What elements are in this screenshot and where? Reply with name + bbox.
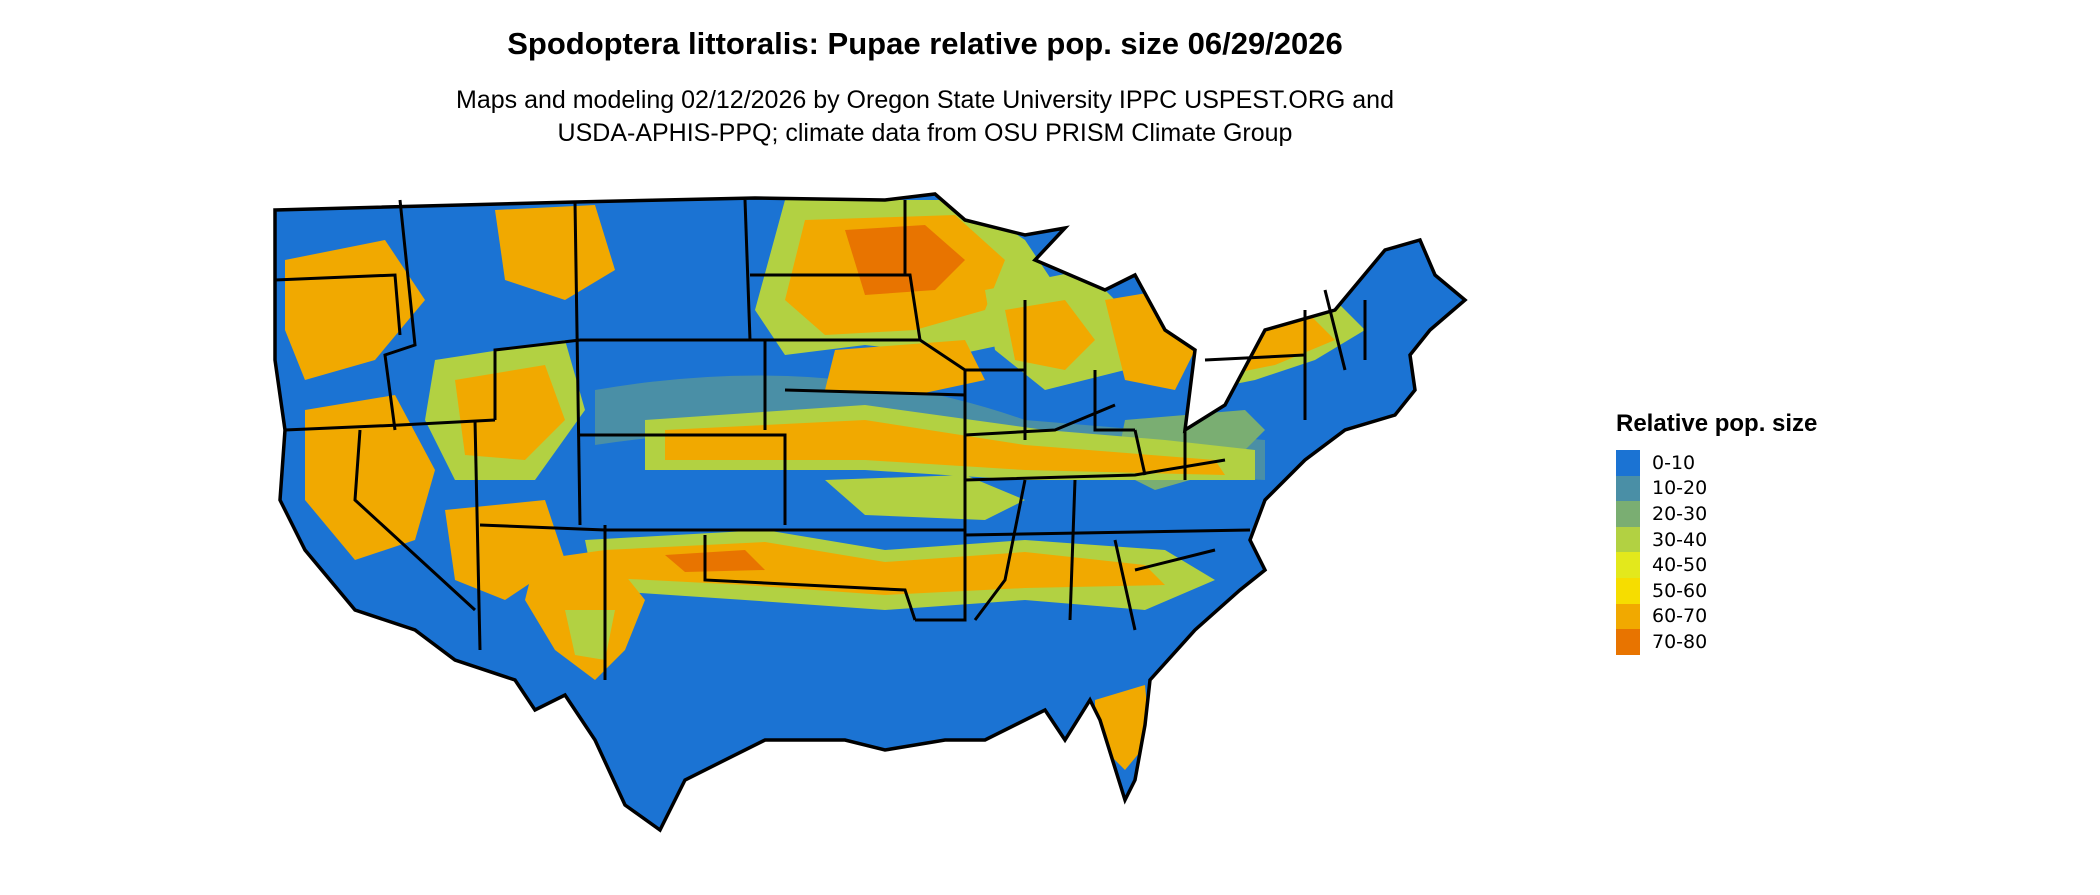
legend-label: 40-50 [1652,554,1708,577]
legend-label: 50-60 [1652,579,1708,602]
legend-label: 0-10 [1652,451,1696,474]
legend-item: 70-80 [1616,629,1817,655]
legend-swatch [1616,501,1640,527]
legend-label: 10-20 [1652,477,1708,500]
legend-swatch [1616,577,1640,604]
state-borders [274,199,1367,680]
legend-item: 30-40 [1616,526,1817,553]
legend-swatch [1616,475,1640,502]
legend-label: 60-70 [1652,605,1708,628]
legend-label: 20-30 [1652,502,1708,525]
legend-item: 20-30 [1616,501,1817,527]
legend-label: 30-40 [1652,528,1708,551]
map-subtitle: Maps and modeling 02/12/2026 by Oregon S… [0,84,1850,150]
legend-label: 70-80 [1652,630,1708,653]
legend-swatch [1616,450,1640,476]
subtitle-line-1: Maps and modeling 02/12/2026 by Oregon S… [456,86,1394,114]
legend-swatch [1616,603,1640,630]
legend-items: 0-10 10-20 20-30 30-40 40-50 50-60 60-70 [1616,450,1817,655]
legend: Relative pop. size 0-10 10-20 20-30 30-4… [1616,410,1817,655]
legend-swatch [1616,526,1640,553]
us-population-map [273,192,1467,832]
legend-item: 0-10 [1616,450,1817,476]
subtitle-line-2: USDA-APHIS-PPQ; climate data from OSU PR… [557,119,1293,147]
legend-item: 40-50 [1616,552,1817,578]
legend-title: Relative pop. size [1616,410,1818,437]
legend-item: 60-70 [1616,603,1817,630]
population-heat-layer [275,194,1465,830]
legend-swatch [1616,629,1640,655]
map-title: Spodoptera littoralis: Pupae relative po… [507,26,1343,61]
legend-item: 10-20 [1616,475,1817,502]
legend-item: 50-60 [1616,577,1817,604]
legend-swatch [1616,552,1640,578]
